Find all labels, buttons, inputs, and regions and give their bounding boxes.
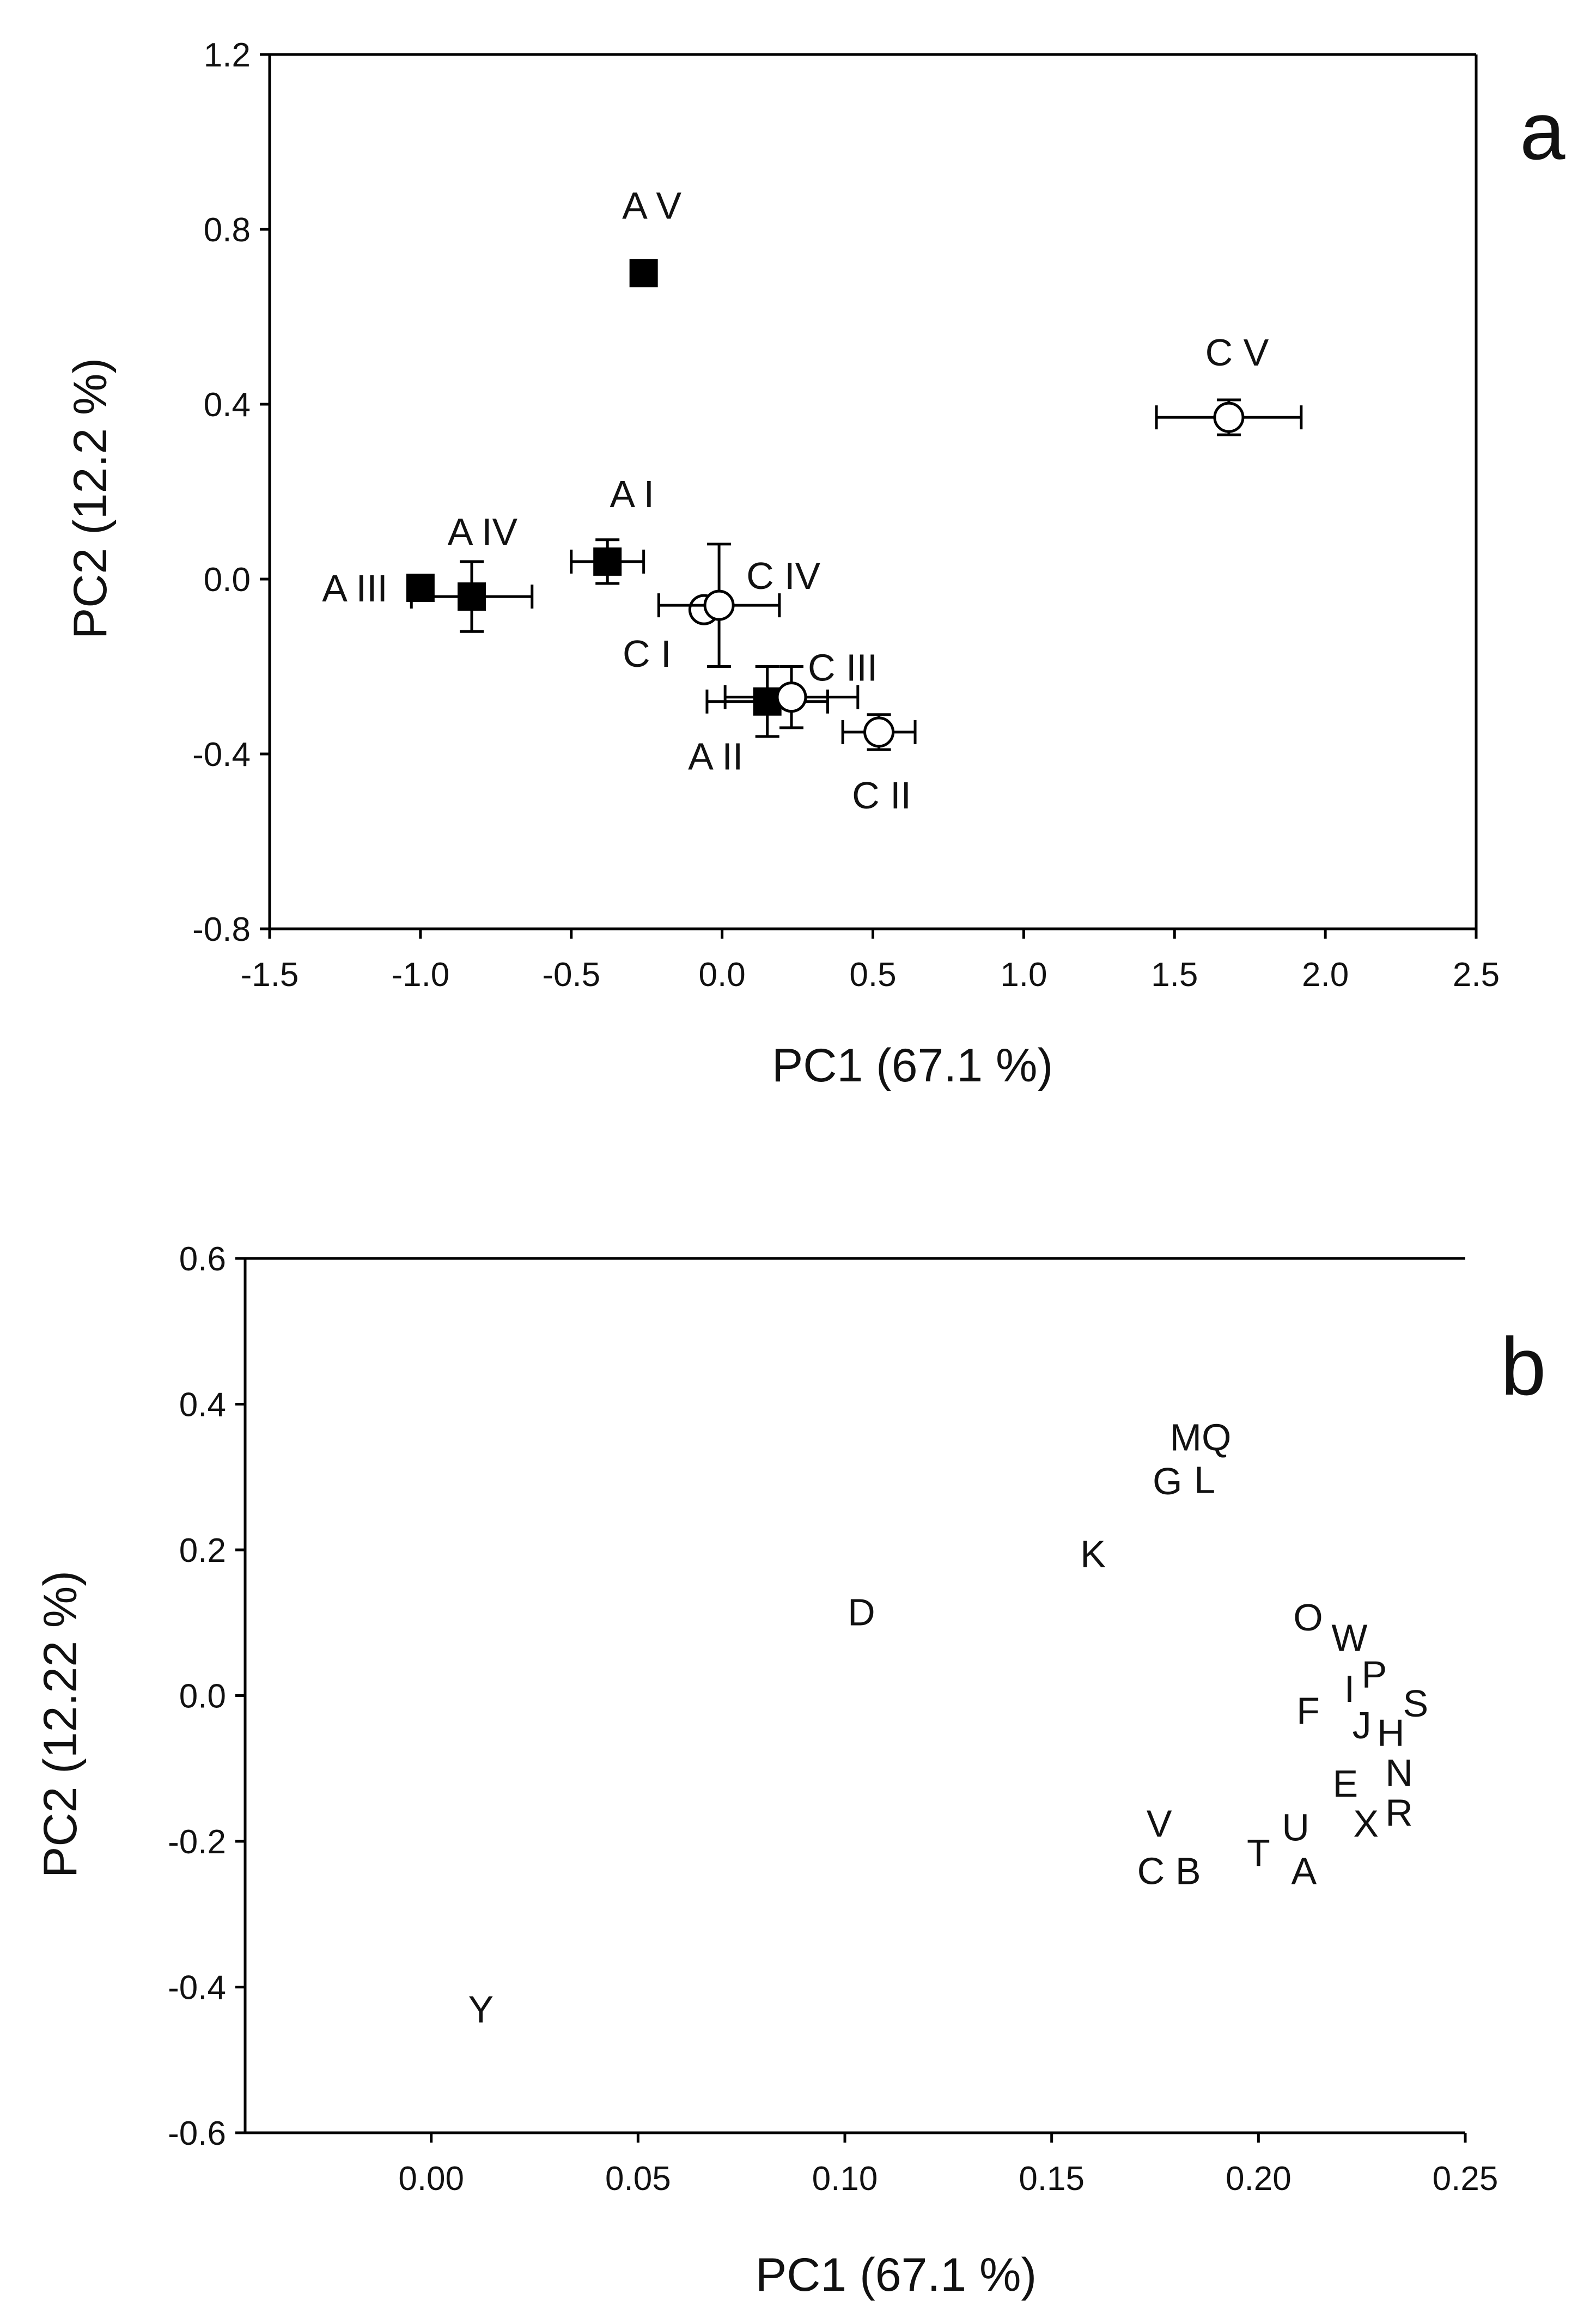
- point-c-v-marker: [1213, 401, 1245, 433]
- variable-o-label: O: [1293, 1596, 1323, 1639]
- point-c-v-label: C V: [1205, 331, 1269, 374]
- variable-p-label: P: [1362, 1653, 1387, 1695]
- variable-r-label: R: [1385, 1792, 1413, 1834]
- variable-f-label: F: [1296, 1689, 1320, 1732]
- variable-mq-label: MQ: [1170, 1416, 1232, 1459]
- panel-a-x-tick-label: 2.0: [1302, 956, 1349, 994]
- panel-a-x-tick-label: -1.0: [391, 956, 449, 994]
- panel-b-x-tick-label: 0.10: [812, 2160, 878, 2198]
- point-a-ii-label: A II: [688, 735, 743, 778]
- panel-b-loadings-plot: 0.00 0.05 0.10 0.15 0.20 0.25 -0.6 -0.4 -0.2 0.0 0…: [34, 1240, 1546, 2301]
- panel-a-y-tick-label: -0.4: [192, 736, 251, 774]
- point-c-iii-label: C III: [808, 647, 878, 689]
- point-a-ii-marker: [753, 687, 782, 716]
- variable-d-label: D: [848, 1591, 875, 1634]
- panel-a-y-tick-label: 1.2: [204, 36, 251, 74]
- point-a-iv-marker: [458, 582, 486, 611]
- variable-i-label: I: [1344, 1668, 1355, 1710]
- panel-a-x-tick-label: 2.5: [1453, 956, 1500, 994]
- panel-a-x-tick-label: -0.5: [542, 956, 600, 994]
- panel-b-x-tick-label: 0.05: [605, 2160, 671, 2198]
- panel-b-y-tick-label: -0.2: [168, 1823, 226, 1861]
- panel-a-y-tick-label: -0.8: [192, 911, 251, 948]
- point-c-iv-marker: [703, 589, 735, 621]
- panel-a-marks: -1.5 -1.0 -0.5 0.0 0.5 1.0 1.5 2.0 2.5 -0.8 -0.4 0.…: [192, 36, 1500, 994]
- variable-l-label: L: [1194, 1458, 1215, 1501]
- panel-b-x-tick-label: 0.25: [1433, 2160, 1498, 2198]
- panel-b-marks: 0.00 0.05 0.10 0.15 0.20 0.25 -0.6 -0.4 -0.2 0.0 0…: [168, 1240, 1498, 2198]
- panel-a-x-axis-title: PC1 (67.1 %): [772, 1039, 1053, 1092]
- variable-j-label: J: [1353, 1704, 1372, 1747]
- variable-t-label: T: [1247, 1832, 1270, 1874]
- panel-b-y-tick-label: 0.4: [179, 1386, 226, 1424]
- point-a-i-label: A I: [610, 473, 654, 515]
- panel-a-scores-plot: -1.5 -1.0 -0.5 0.0 0.5 1.0 1.5 2.0 2.5 -0.8 -0.4 0.…: [64, 36, 1565, 1092]
- panel-b-y-tick-label: 0.0: [179, 1678, 226, 1715]
- point-c-ii-marker: [863, 716, 895, 748]
- variable-a-label: A: [1292, 1850, 1317, 1893]
- panel-a-x-tick-label: 1.5: [1151, 956, 1198, 994]
- panel-b-letter: b: [1501, 1321, 1546, 1412]
- panel-a-y-axis-title: PC2 (12.2 %): [64, 358, 117, 639]
- panel-b-x-axis-title: PC1 (67.1 %): [756, 2249, 1037, 2301]
- variable-s-label: S: [1403, 1682, 1429, 1725]
- panel-a-y-tick-label: 0.8: [204, 211, 251, 249]
- panel-b-y-tick-label: 0.6: [179, 1240, 226, 1278]
- variable-h-label: H: [1377, 1711, 1405, 1754]
- panel-b-x-tick-label: 0.15: [1019, 2160, 1085, 2198]
- panel-a-x-tick-label: 0.0: [699, 956, 746, 994]
- point-a-i-marker: [593, 547, 622, 576]
- variable-w-label: W: [1331, 1617, 1367, 1659]
- panel-b-y-axis-title: PC2 (12.22 %): [34, 1571, 87, 1878]
- point-c-i-label: C I: [623, 632, 671, 675]
- panel-a-x-tick-label: 0.5: [849, 956, 896, 994]
- point-c-iv-label: C IV: [746, 555, 820, 597]
- point-c-ii-label: C II: [852, 774, 911, 817]
- panel-b-y-tick-label: 0.2: [179, 1532, 226, 1569]
- panel-a-letter: a: [1520, 85, 1565, 177]
- variable-b-label: B: [1175, 1850, 1201, 1893]
- point-a-iii-label: A III: [322, 567, 388, 610]
- variable-v-label: V: [1147, 1803, 1172, 1845]
- variable-c-label: C: [1137, 1850, 1165, 1893]
- variable-n-label: N: [1385, 1751, 1413, 1794]
- panel-b-y-tick-label: -0.4: [168, 1969, 226, 2007]
- variable-k-label: K: [1080, 1533, 1106, 1575]
- panel-a-x-tick-label: 1.0: [1000, 956, 1047, 994]
- point-a-iv-label: A IV: [448, 510, 518, 553]
- panel-b-x-tick-label: 0.00: [398, 2160, 464, 2198]
- point-a-v-marker: [629, 259, 658, 288]
- panel-b-x-tick-label: 0.20: [1226, 2160, 1292, 2198]
- variable-e-label: E: [1332, 1762, 1358, 1805]
- variable-u-label: U: [1282, 1806, 1309, 1848]
- point-a-v-label: A V: [622, 184, 681, 227]
- point-c-iii-marker: [776, 682, 807, 713]
- panel-a-y-tick-label: 0.0: [204, 561, 251, 599]
- variable-x-label: X: [1353, 1803, 1379, 1845]
- variable-y-label: Y: [468, 1988, 494, 2031]
- panel-a-y-tick-label: 0.4: [204, 386, 251, 424]
- panel-a-x-tick-label: -1.5: [241, 956, 299, 994]
- panel-b-y-tick-label: -0.6: [168, 2115, 226, 2152]
- variable-g-label: G: [1153, 1460, 1182, 1502]
